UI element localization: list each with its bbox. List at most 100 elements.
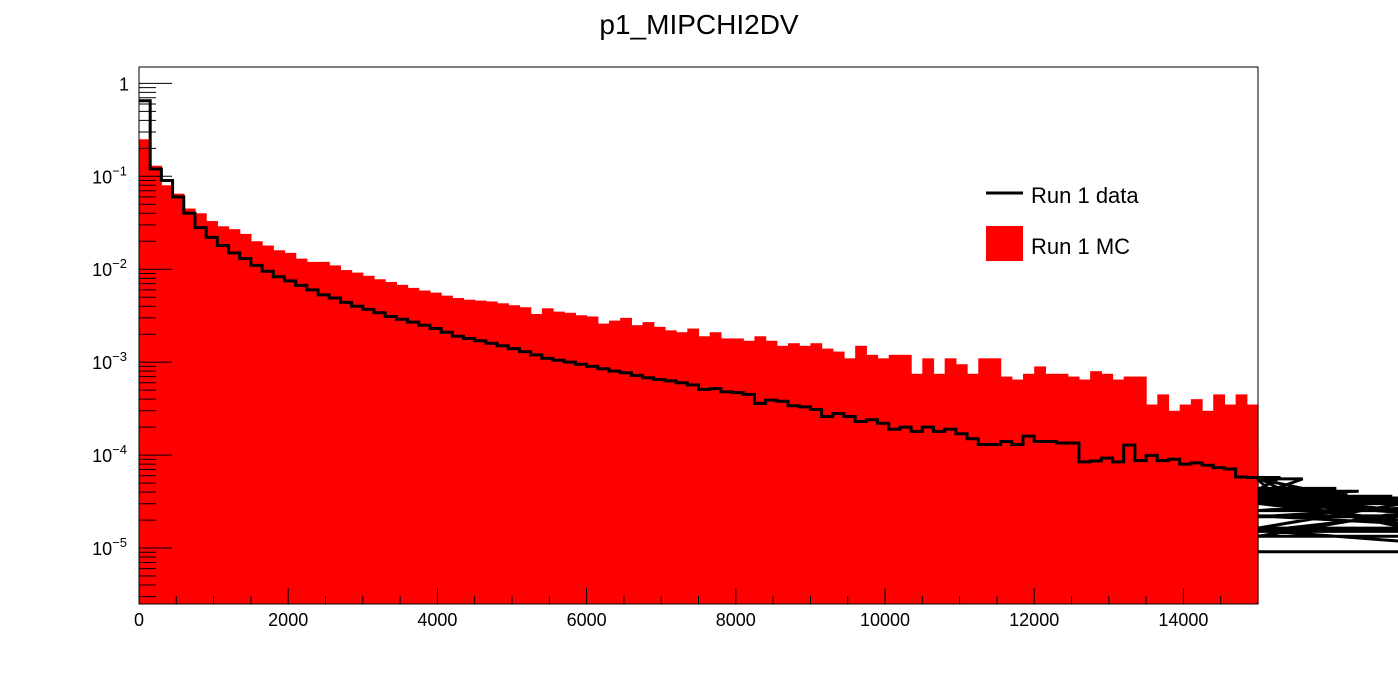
mc-bin — [407, 287, 420, 604]
mc-bin — [754, 336, 767, 604]
mc-bin — [250, 241, 263, 604]
mc-bin — [452, 298, 465, 604]
x-tick-label: 8000 — [716, 610, 756, 630]
x-tick-label: 14000 — [1158, 610, 1208, 630]
legend-label-run1-mc: Run 1 MC — [1031, 234, 1130, 259]
mc-bin — [519, 307, 532, 604]
mc-bin — [497, 303, 509, 604]
mc-bin — [843, 358, 856, 604]
mc-bin — [1067, 376, 1080, 604]
mc-bin — [228, 229, 241, 605]
mc-bin — [676, 332, 688, 604]
legend: Run 1 data Run 1 MC — [975, 172, 1155, 272]
mc-bin — [1112, 379, 1125, 604]
mc-bin — [553, 311, 565, 604]
mc-bin — [821, 348, 834, 604]
mc-bin — [441, 295, 453, 604]
mc-bin — [776, 345, 789, 604]
mc-bin — [1224, 404, 1237, 604]
mc-bin — [911, 373, 923, 604]
mc-bin — [899, 354, 912, 604]
mc-bin — [1213, 394, 1226, 604]
mc-bin — [877, 358, 890, 604]
chart-title: p1_MIPCHI2DV — [599, 9, 799, 40]
mc-bin — [989, 358, 1002, 604]
mc-bin — [720, 338, 733, 604]
mc-bin — [653, 326, 666, 604]
mc-bin — [944, 358, 957, 604]
legend-label-run1-data: Run 1 data — [1031, 183, 1139, 208]
mc-bin — [194, 213, 207, 604]
mc-bin — [799, 345, 811, 604]
mc-bin — [508, 305, 521, 604]
y-tick-label: 10−1 — [92, 163, 127, 187]
mc-bin — [978, 358, 991, 604]
mc-bin — [922, 358, 935, 604]
mc-bin — [1045, 373, 1058, 604]
mc-bin — [284, 252, 297, 604]
mc-bin — [564, 312, 577, 604]
mc-bin — [206, 221, 218, 604]
mc-bin — [1179, 404, 1192, 604]
mc-bin — [385, 281, 397, 604]
mc-bin — [161, 185, 174, 604]
x-tick-label: 4000 — [417, 610, 457, 630]
mc-bin — [318, 261, 330, 604]
mc-bin — [273, 250, 286, 605]
mc-bin — [306, 261, 319, 604]
mc-bin — [239, 233, 252, 604]
mc-bin — [1202, 410, 1214, 604]
mc-bin — [709, 332, 722, 604]
mc-bin — [1134, 376, 1147, 604]
x-tick-label: 6000 — [567, 610, 607, 630]
mc-bin — [1101, 373, 1114, 604]
mc-bin — [575, 315, 588, 604]
x-tick-label: 0 — [134, 610, 144, 630]
mc-bin — [1056, 373, 1069, 604]
mc-bin — [1034, 366, 1046, 604]
mc-bin — [217, 226, 230, 604]
mc-bin — [429, 292, 442, 604]
mc-bin — [262, 245, 274, 604]
legend-swatch-run1-mc — [986, 226, 1023, 261]
mc-bin — [1023, 373, 1035, 604]
mc-bin — [788, 343, 800, 604]
mc-bin — [1235, 394, 1248, 604]
mc-bin — [340, 270, 353, 604]
mc-bin — [530, 313, 543, 604]
mc-bin — [608, 320, 621, 604]
mc-bin — [183, 208, 196, 605]
y-tick-label: 10−3 — [92, 349, 127, 373]
y-tick-label: 10−5 — [92, 535, 127, 559]
mc-bin — [418, 290, 431, 604]
mc-bin — [664, 330, 677, 604]
mc-bin — [866, 354, 879, 604]
mc-bin — [485, 301, 498, 604]
mc-bin — [351, 272, 364, 604]
mc-bin — [329, 265, 342, 604]
mc-bin — [810, 343, 823, 604]
mc-bin — [631, 325, 644, 604]
mc-bin — [172, 193, 185, 604]
mc-bin — [597, 323, 610, 604]
x-tick-label: 12000 — [1009, 610, 1059, 630]
mc-bin — [463, 299, 476, 604]
mc-bin — [1000, 376, 1013, 604]
mc-bin — [295, 258, 308, 604]
y-tick-label: 1 — [119, 74, 129, 94]
x-tick-label: 2000 — [268, 610, 308, 630]
mc-bin — [1168, 410, 1181, 604]
mc-bin — [586, 316, 599, 604]
mc-bin — [1090, 371, 1102, 604]
mc-bin — [888, 354, 901, 604]
mc-bin — [1146, 404, 1158, 604]
mc-bin — [642, 322, 655, 604]
mc-bin — [698, 336, 711, 604]
mc-bin — [1190, 399, 1203, 604]
x-tick-label: 10000 — [860, 610, 910, 630]
data-step-line — [139, 99, 1398, 554]
mc-bin — [955, 364, 968, 604]
mc-bin — [396, 284, 409, 604]
y-tick-label: 10−2 — [92, 256, 127, 280]
mc-bin — [541, 308, 554, 604]
